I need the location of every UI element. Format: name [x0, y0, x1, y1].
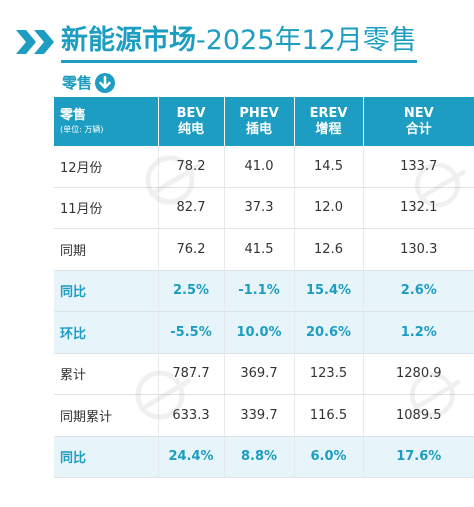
row-label: 同比: [54, 436, 159, 478]
table-cell: 339.7: [224, 394, 295, 437]
title-suffix: -2025年12月零售: [196, 25, 417, 56]
table-cell: -1.1%: [224, 270, 295, 312]
table-cell: 2.5%: [158, 270, 225, 312]
table-cell: -5.5%: [158, 311, 225, 354]
table-row: 12月份 78.2 41.0 14.5 133.7: [54, 146, 474, 188]
corner-label: 零售: [60, 108, 87, 123]
arrow-down-circle-icon: [95, 73, 116, 93]
table-cell: 78.2: [158, 146, 225, 188]
table-cell: 2.6%: [363, 270, 474, 312]
unit-label: (单位: 万辆): [60, 125, 104, 134]
table-cell: 130.3: [363, 228, 474, 271]
table-cell: 1280.9: [363, 353, 474, 395]
table-cell: 132.1: [363, 187, 474, 229]
column-header-bev: BEV 纯电: [158, 97, 225, 146]
table-row: 同期累计 633.3 339.7 116.5 1089.5: [54, 394, 474, 437]
table-row: 累计 787.7 369.7 123.5 1280.9: [54, 353, 474, 395]
watermark-logo: [145, 155, 202, 205]
row-label: 同期: [54, 228, 159, 271]
table-cell: 1089.5: [363, 394, 474, 437]
row-label: 环比: [54, 311, 159, 354]
table-cell: 1.2%: [363, 311, 474, 354]
table-cell: 82.7: [158, 187, 225, 229]
column-header-nev: NEV 合计: [363, 97, 474, 146]
watermark-logo: [410, 372, 462, 418]
corner-header: 零售 (单位: 万辆): [54, 97, 159, 146]
table-cell: 12.0: [294, 187, 364, 229]
table-row-highlight: 同比 2.5% -1.1% 15.4% 2.6%: [54, 270, 474, 312]
table-row: 11月份 82.7 37.3 12.0 132.1: [54, 187, 474, 229]
column-header-erev: EREV 增程: [294, 97, 364, 146]
table-cell: 17.6%: [363, 436, 474, 478]
column-header-phev: PHEV 插电: [224, 97, 295, 146]
table-cell: 6.0%: [294, 436, 364, 478]
watermark-logo: [135, 370, 192, 420]
table-cell: 12.6: [294, 228, 364, 271]
table-cell: 41.0: [224, 146, 295, 188]
table-cell: 15.4%: [294, 270, 364, 312]
table-cell: 369.7: [224, 353, 295, 395]
table-row-highlight: 同比 24.4% 8.8% 6.0% 17.6%: [54, 436, 474, 478]
row-label: 同期累计: [54, 394, 159, 437]
section-subheading: 零售: [62, 72, 116, 94]
table-cell: 14.5: [294, 146, 364, 188]
table-cell: 633.3: [158, 394, 225, 437]
table-cell: 20.6%: [294, 311, 364, 354]
table-cell: 123.5: [294, 353, 364, 395]
table-cell: 24.4%: [158, 436, 225, 478]
subheading-label: 零售: [62, 74, 93, 92]
table-cell: 116.5: [294, 394, 364, 437]
retail-table: 零售 (单位: 万辆) BEV 纯电 PHEV 插电 EREV 增程 NEV 合计 12…: [54, 97, 474, 478]
table-cell: 8.8%: [224, 436, 295, 478]
table-header-row: 零售 (单位: 万辆) BEV 纯电 PHEV 插电 EREV 增程 NEV 合计: [54, 97, 474, 146]
table-cell: 76.2: [158, 228, 225, 271]
row-label: 同比: [54, 270, 159, 312]
table-cell: 133.7: [363, 146, 474, 188]
row-label: 12月份: [54, 146, 159, 188]
title-prefix: 新能源市场: [61, 25, 196, 56]
page-title: 新能源市场-2025年12月零售: [61, 22, 417, 63]
watermark-logo: [415, 162, 467, 208]
table-cell: 10.0%: [224, 311, 295, 354]
table-row-highlight: 环比 -5.5% 10.0% 20.6% 1.2%: [54, 311, 474, 354]
table-row: 同期 76.2 41.5 12.6 130.3: [54, 228, 474, 271]
row-label: 累计: [54, 353, 159, 395]
table-cell: 787.7: [158, 353, 225, 395]
row-label: 11月份: [54, 187, 159, 229]
table-cell: 41.5: [224, 228, 295, 271]
table-cell: 37.3: [224, 187, 295, 229]
double-chevron-icon: [16, 30, 54, 54]
